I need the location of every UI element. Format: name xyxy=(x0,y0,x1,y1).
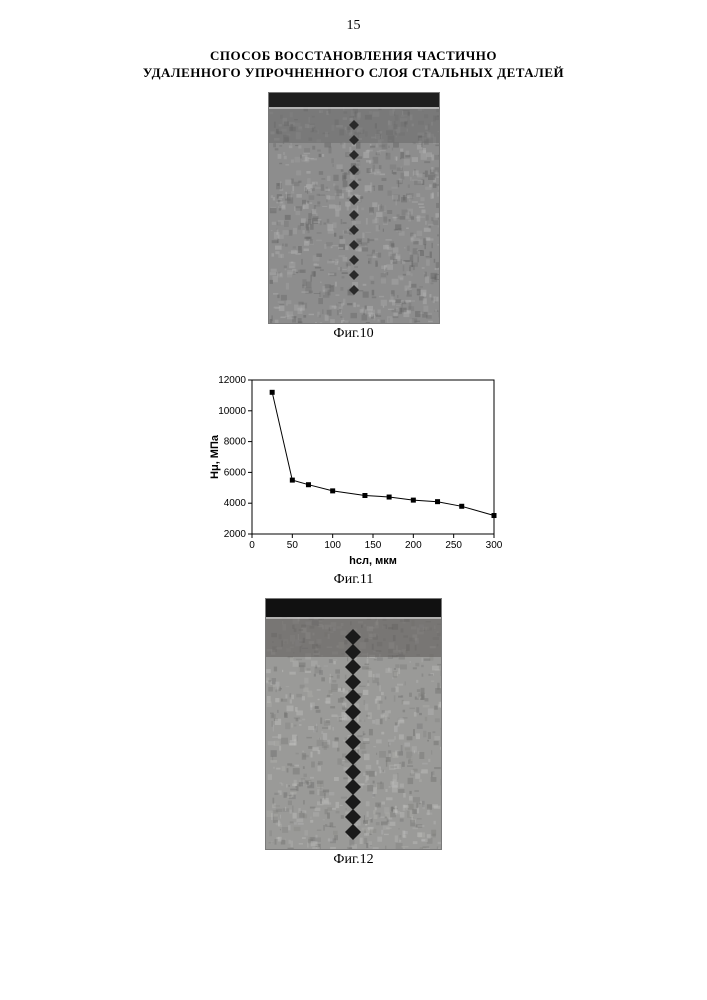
figure-10-caption: Фиг.10 xyxy=(333,326,373,342)
svg-text:12000: 12000 xyxy=(218,375,246,386)
figure-11-caption: Фиг.11 xyxy=(334,572,374,588)
figure-11-block: 0 50 100 150 200 250 300 2000 4000 6000 8000 10000 1… xyxy=(0,352,707,588)
title-line-1: СПОСОБ ВОССТАНОВЛЕНИЯ ЧАСТИЧНО xyxy=(0,48,707,65)
svg-text:200: 200 xyxy=(404,540,421,551)
figure-12-image xyxy=(265,598,442,850)
svg-text:2000: 2000 xyxy=(223,529,246,540)
figure-10-image xyxy=(268,92,440,324)
figure-10-block: Фиг.10 xyxy=(0,92,707,342)
svg-text:250: 250 xyxy=(445,540,462,551)
svg-text:6000: 6000 xyxy=(223,467,246,478)
svg-text:150: 150 xyxy=(364,540,381,551)
svg-text:Нμ, МПа: Нμ, МПа xyxy=(209,434,221,479)
page-number: 15 xyxy=(0,0,707,34)
svg-text:8000: 8000 xyxy=(223,436,246,447)
svg-text:100: 100 xyxy=(324,540,341,551)
svg-text:4000: 4000 xyxy=(223,498,246,509)
document-title: СПОСОБ ВОССТАНОВЛЕНИЯ ЧАСТИЧНО УДАЛЕННОГ… xyxy=(0,48,707,82)
figure-11-chart: 0 50 100 150 200 250 300 2000 4000 6000 8000 10000 1… xyxy=(204,370,504,570)
svg-text:10000: 10000 xyxy=(218,406,246,417)
figure-12-caption: Фиг.12 xyxy=(333,852,373,868)
svg-text:50: 50 xyxy=(286,540,298,551)
title-line-2: УДАЛЕННОГО УПРОЧНЕННОГО СЛОЯ СТАЛЬНЫХ ДЕ… xyxy=(0,65,707,82)
svg-text:hсл, мкм: hсл, мкм xyxy=(349,555,397,567)
svg-text:300: 300 xyxy=(485,540,502,551)
figure-12-block: Фиг.12 xyxy=(0,598,707,868)
svg-text:0: 0 xyxy=(249,540,255,551)
